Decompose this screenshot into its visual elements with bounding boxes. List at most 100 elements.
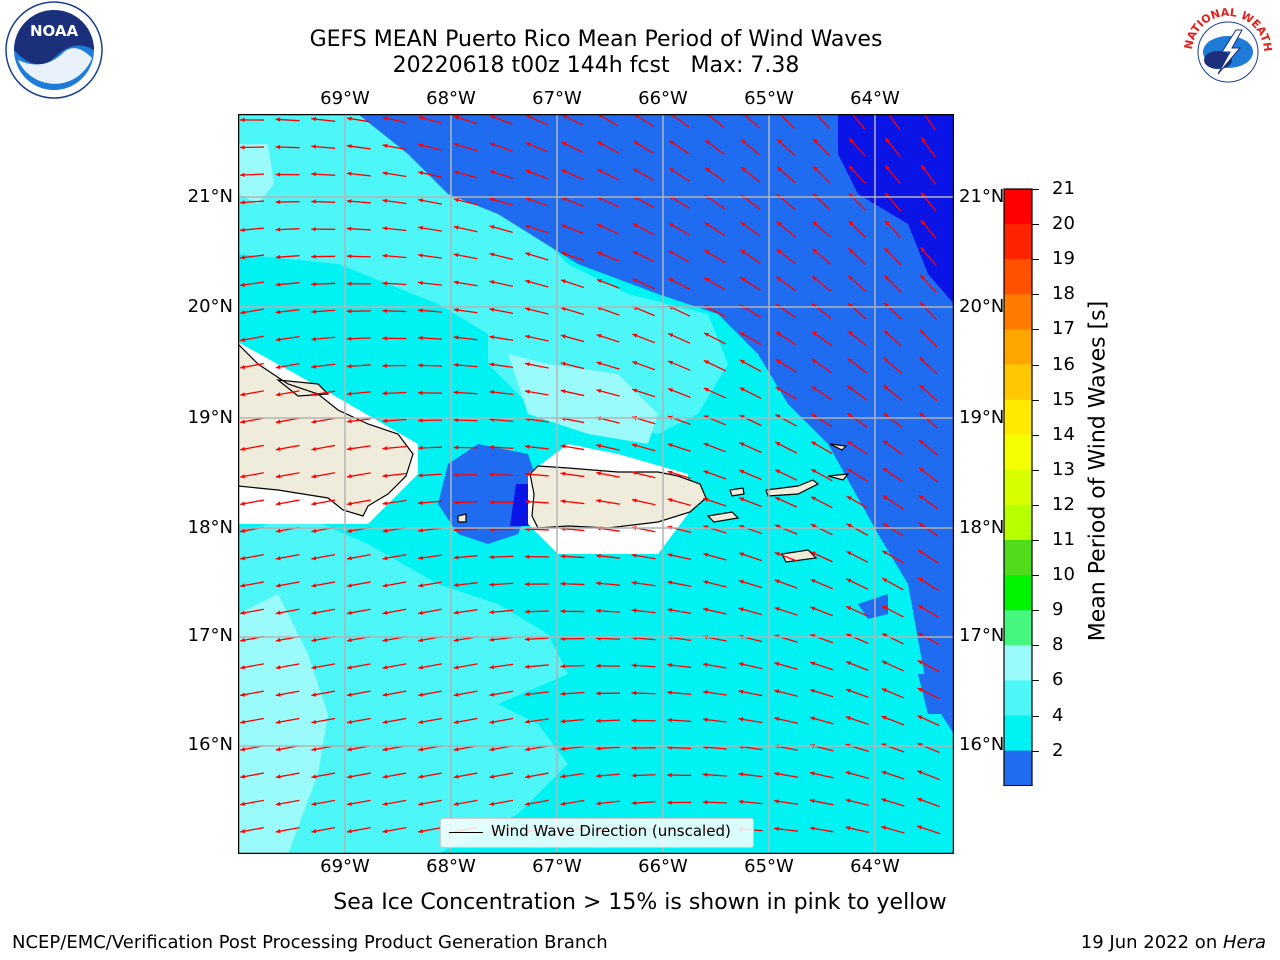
wind-arrow-head [240, 446, 246, 452]
wind-arrow-head [740, 277, 746, 282]
wind-arrow-head [560, 361, 566, 366]
wind-arrow-head [382, 281, 388, 286]
wind-arrow-head [596, 663, 601, 669]
wind-arrow-head [346, 116, 352, 121]
colorbar-tick-label: 12 [1052, 493, 1075, 515]
wind-arrow-head [346, 391, 352, 396]
wind-arrow-head [489, 637, 495, 642]
wind-arrow-head [453, 555, 459, 560]
footer-date-text: 19 Jun 2022 on [1080, 932, 1223, 953]
wind-arrow-head [918, 467, 924, 473]
wind-arrow-head [275, 719, 281, 725]
lon-label-bottom: 67°W [532, 856, 582, 877]
wind-arrow-head [489, 774, 495, 779]
colorbar-tick-mark [1032, 540, 1039, 541]
wind-arrow-head [846, 496, 852, 501]
wind-arrow-head [346, 144, 352, 149]
colorbar-frame [1003, 188, 1033, 787]
wind-arrow-head [524, 444, 530, 449]
wind-arrow-head [311, 254, 316, 259]
wind-arrow-head [311, 747, 317, 752]
wind-arrow-head [919, 384, 925, 390]
wind-arrow-head [667, 772, 672, 778]
wind-arrow-head [275, 254, 281, 260]
wind-arrow-head [881, 770, 887, 775]
wind-arrow-head [810, 551, 816, 556]
wind-arrow-head [631, 800, 637, 806]
wind-arrow-head [810, 524, 816, 529]
wind-arrow-head [597, 169, 603, 174]
wind-arrow-head [489, 335, 495, 340]
wind-arrow-head [561, 197, 567, 202]
colorbar-tick-label: 11 [1052, 529, 1075, 550]
wind-arrow-head [346, 364, 352, 369]
wind-arrow-head [418, 528, 423, 533]
wind-arrow-head [489, 664, 495, 670]
wind-arrow-head [418, 253, 423, 258]
wind-arrow-head [921, 137, 926, 143]
wind-arrow-head [560, 306, 566, 311]
wind-arrow-head [631, 773, 637, 778]
colorbar [1000, 186, 1040, 818]
colorbar-tick-label: 15 [1052, 388, 1075, 410]
wind-arrow-head [275, 829, 281, 834]
wind-arrow-head [275, 309, 281, 315]
band-8-9-region [238, 144, 658, 854]
wind-arrow-head [346, 419, 352, 424]
wind-arrow-head [524, 609, 530, 614]
wind-arrow-head [311, 774, 317, 779]
virgin-islands [457, 443, 850, 563]
wind-arrow-head [596, 361, 602, 366]
wind-arrow-head [525, 279, 531, 284]
wind-arrow-head [382, 801, 388, 806]
wind-arrow-head [453, 472, 459, 478]
wind-arrow-head [418, 801, 424, 806]
wind-arrow-head [382, 610, 388, 615]
wind-arrow-head [240, 255, 245, 260]
wind-arrow-head [240, 692, 246, 697]
lat-label-left: 17°N [187, 625, 233, 646]
wind-arrow-head [525, 334, 530, 339]
wind-arrow-head [597, 141, 603, 146]
colorbar-tick-mark [1032, 259, 1039, 261]
wind-arrow-head [382, 692, 388, 697]
colorbar-canvas [1003, 188, 1033, 818]
wind-arrow-head [775, 386, 781, 392]
wind-arrow-head [382, 116, 388, 121]
wind-arrow-head [418, 143, 424, 148]
wind-arrow-head [884, 220, 890, 226]
wind-arrow-head [809, 798, 815, 804]
wind-arrow-head [669, 140, 675, 145]
wind-arrow-head [453, 362, 459, 368]
colorbar-tick-label: 2 [1052, 739, 1064, 761]
wind-arrow-head [703, 580, 709, 585]
wind-arrow-head [240, 200, 245, 205]
wind-arrow-head [919, 440, 924, 445]
wind-arrow-head [418, 280, 423, 286]
wind-arrow-head [667, 717, 672, 723]
wind-arrow-head [812, 248, 818, 254]
legend-line-swatch [449, 832, 483, 833]
wind-arrow-head [738, 689, 744, 694]
wind-arrow-head [311, 117, 317, 122]
wind-arrow-head [812, 303, 817, 309]
wind-arrow-head [489, 445, 494, 450]
wind-arrow-head [418, 774, 424, 779]
wind-arrow-head [884, 247, 890, 253]
wind-arrow-head [418, 665, 424, 670]
wind-arrow-head [703, 387, 709, 392]
wind-arrow-head [920, 302, 925, 308]
wind-arrow-head [275, 637, 281, 643]
wind-arrow-head [418, 198, 424, 203]
wind-arrow-head [382, 446, 388, 451]
colorbar-segment [1004, 750, 1032, 787]
wind-arrow-head [524, 389, 530, 394]
wind-arrow-head [560, 499, 566, 504]
wind-arrow-head [668, 278, 674, 283]
colorbar-segment [1004, 540, 1032, 576]
wind-arrow-head [418, 445, 423, 451]
colorbar-tick-mark [1032, 294, 1039, 296]
wind-arrow-head [346, 446, 352, 451]
wind-arrow-head [240, 282, 245, 287]
colorbar-segment [1004, 610, 1032, 646]
